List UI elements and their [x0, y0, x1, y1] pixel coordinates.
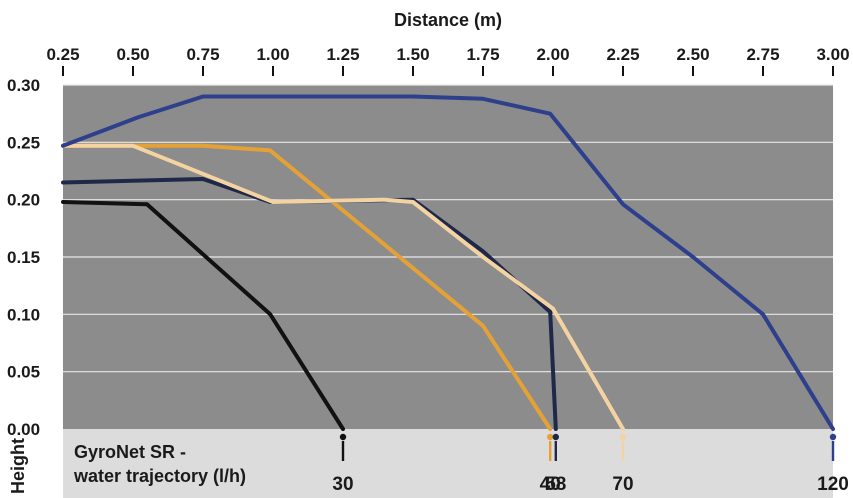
legend-band	[63, 429, 833, 498]
marker-dot-58	[552, 433, 559, 441]
x-tick-label: 1.50	[396, 45, 429, 64]
series-line-58	[61, 177, 558, 431]
x-tick-label: 2.00	[536, 45, 569, 64]
y-axis-ticks: 0.00 0.05 0.10 0.15 0.20 0.25 0.30	[7, 76, 40, 439]
x-tick-label: 0.25	[46, 45, 79, 64]
x-tick-label: 3.00	[816, 45, 849, 64]
y-tick-label: 0.15	[7, 248, 40, 267]
series-line-70	[61, 143, 625, 431]
gridlines	[63, 84, 833, 373]
series-line-40	[61, 143, 553, 431]
marker-dot-40	[547, 433, 554, 441]
y-tick-label: 0.30	[7, 76, 40, 95]
y-tick-label: 0.20	[7, 191, 40, 210]
y-tick-label: 0.25	[7, 133, 40, 152]
flow-label-40: 40	[540, 474, 561, 495]
x-tick-label: 2.75	[746, 45, 779, 64]
x-tick-label: 2.50	[676, 45, 709, 64]
legend-title-line2: water trajectory (l/h)	[73, 466, 246, 486]
y-tick-label: 0.00	[7, 420, 40, 439]
x-tick-label: 0.50	[116, 45, 149, 64]
y-tick-label: 0.05	[7, 363, 40, 382]
flow-label-120: 120	[817, 474, 849, 495]
flow-label-58: 58	[545, 474, 566, 495]
marker-dot-70	[619, 433, 627, 441]
series-line-30	[61, 200, 345, 431]
marker-dot-120	[829, 433, 837, 441]
flow-label-30: 30	[332, 474, 353, 495]
x-tick-label: 1.25	[326, 45, 359, 64]
x-tick-label: 1.00	[256, 45, 289, 64]
x-tick-label: 0.75	[186, 45, 219, 64]
series-line-120	[61, 94, 835, 431]
series-lines	[61, 94, 835, 431]
marker-dot-30	[339, 433, 347, 441]
flow-label-70: 70	[612, 474, 633, 495]
y-axis-title: Height	[8, 438, 28, 494]
x-axis-ticks: 0.25 0.50 0.75 1.00 1.25 1.50 1.75 2.00 2.25 2.50…	[46, 45, 850, 76]
legend-title-line1: GyroNet SR -	[74, 442, 186, 462]
y-tick-label: 0.10	[7, 305, 40, 324]
x-tick-label: 2.25	[606, 45, 639, 64]
x-tick-label: 1.75	[466, 45, 499, 64]
x-axis-title: Distance (m)	[394, 10, 502, 30]
